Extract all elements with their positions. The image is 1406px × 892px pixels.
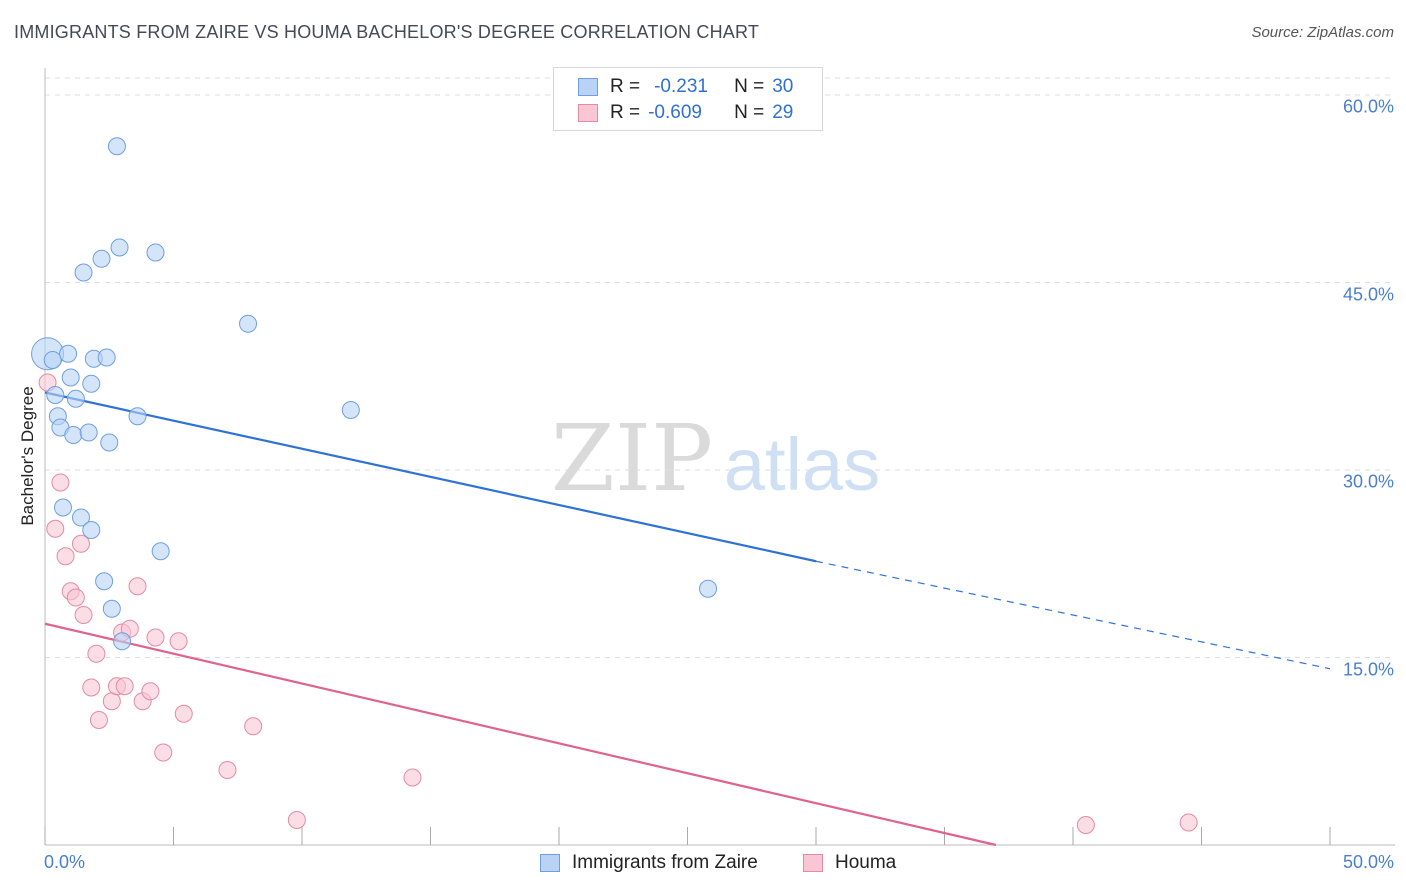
data-point-zaire [97, 348, 116, 367]
data-point-houma [115, 677, 134, 696]
legend-item-zaire[interactable]: Immigrants from Zaire [540, 852, 758, 874]
data-point-zaire [341, 401, 360, 419]
data-point-houma [218, 761, 237, 779]
trend-layer [44, 391, 1331, 847]
data-point-zaire [82, 374, 101, 393]
trendline-zaire-projection [815, 560, 1331, 670]
data-point-houma [74, 606, 93, 624]
data-point-zaire [92, 249, 111, 268]
r-value: -0.609 [648, 102, 702, 123]
data-point-zaire [46, 386, 65, 404]
data-point-houma [154, 743, 173, 762]
data-point-zaire [146, 243, 165, 262]
chart-title: IMMIGRANTS FROM ZAIRE VS HOUMA BACHELOR'… [14, 22, 760, 42]
data-point-zaire [699, 579, 718, 598]
axis-layer [44, 68, 1395, 846]
legend-item-houma[interactable]: Houma [803, 852, 896, 874]
data-point-houma [287, 811, 306, 829]
data-point-houma [82, 678, 101, 697]
watermark-zip: ZIP [551, 405, 713, 512]
r-label: R = [610, 102, 641, 123]
data-point-zaire [79, 423, 98, 442]
data-point-zaire [107, 137, 126, 156]
legend-swatch-zaire [540, 854, 560, 872]
houma-swatch [578, 104, 598, 122]
data-point-zaire [43, 351, 62, 369]
r-value: -0.231 [654, 76, 708, 97]
y-tick-label: 15.0% [1342, 659, 1394, 679]
data-point-zaire [110, 238, 129, 257]
data-point-zaire [239, 314, 258, 333]
zaire-swatch [578, 78, 598, 96]
data-point-houma [1179, 813, 1198, 832]
data-point-houma [71, 534, 90, 553]
grid-layer [45, 77, 1395, 658]
data-point-houma [244, 717, 263, 736]
data-point-houma [1076, 816, 1095, 834]
data-point-zaire [113, 632, 132, 651]
trendline-zaire [44, 391, 817, 563]
data-point-zaire [61, 368, 80, 387]
data-point-houma [174, 704, 193, 723]
data-point-houma [141, 682, 160, 701]
data-point-zaire [151, 542, 170, 561]
legend-label-houma: Houma [835, 852, 897, 873]
data-point-houma [51, 473, 70, 492]
data-point-houma [102, 692, 121, 711]
data-point-zaire [53, 498, 72, 517]
r-label: R = [610, 76, 641, 97]
data-point-houma [56, 547, 75, 566]
data-point-houma [146, 628, 165, 647]
legend-label-zaire: Immigrants from Zaire [572, 852, 758, 873]
data-point-zaire [64, 426, 83, 444]
data-point-zaire [128, 407, 147, 426]
stats-row-zaire: R = -0.231 N = 30 [578, 75, 793, 99]
y-tick-label: 30.0% [1342, 471, 1394, 492]
data-point-zaire [66, 389, 85, 408]
stats-box: R = -0.231 N = 30 R = -0.609 N = 29 [553, 67, 823, 131]
points-layer [31, 137, 1198, 834]
source-label: Source: ZipAtlas.com [1251, 24, 1394, 41]
trendline-houma [44, 622, 997, 847]
stats-row-houma: R = -0.609 N = 29 [578, 101, 793, 125]
watermark-atlas: atlas [724, 423, 880, 506]
n-label: N = [734, 102, 765, 123]
n-label: N = [734, 76, 765, 97]
data-point-zaire [100, 433, 119, 452]
data-point-houma [89, 711, 108, 729]
data-point-zaire [82, 521, 101, 539]
data-point-houma [66, 588, 85, 607]
y-tick-label: 45.0% [1342, 284, 1394, 304]
data-point-houma [128, 577, 147, 596]
data-point-houma [46, 519, 65, 538]
data-point-zaire [59, 344, 78, 363]
data-point-houma [169, 632, 188, 651]
y-tick-label: 60.0% [1342, 96, 1394, 117]
data-point-houma [87, 644, 106, 663]
data-point-zaire [74, 263, 93, 282]
data-point-houma [403, 768, 422, 787]
n-value: 29 [772, 102, 794, 123]
x-tick-min: 0.0% [44, 852, 86, 872]
n-value: 30 [772, 76, 794, 97]
x-tick-max: 50.0% [1342, 852, 1394, 872]
data-point-zaire [95, 572, 114, 591]
legend-swatch-houma [803, 854, 823, 872]
data-point-zaire [102, 599, 121, 618]
data-point-zaire [71, 508, 90, 527]
